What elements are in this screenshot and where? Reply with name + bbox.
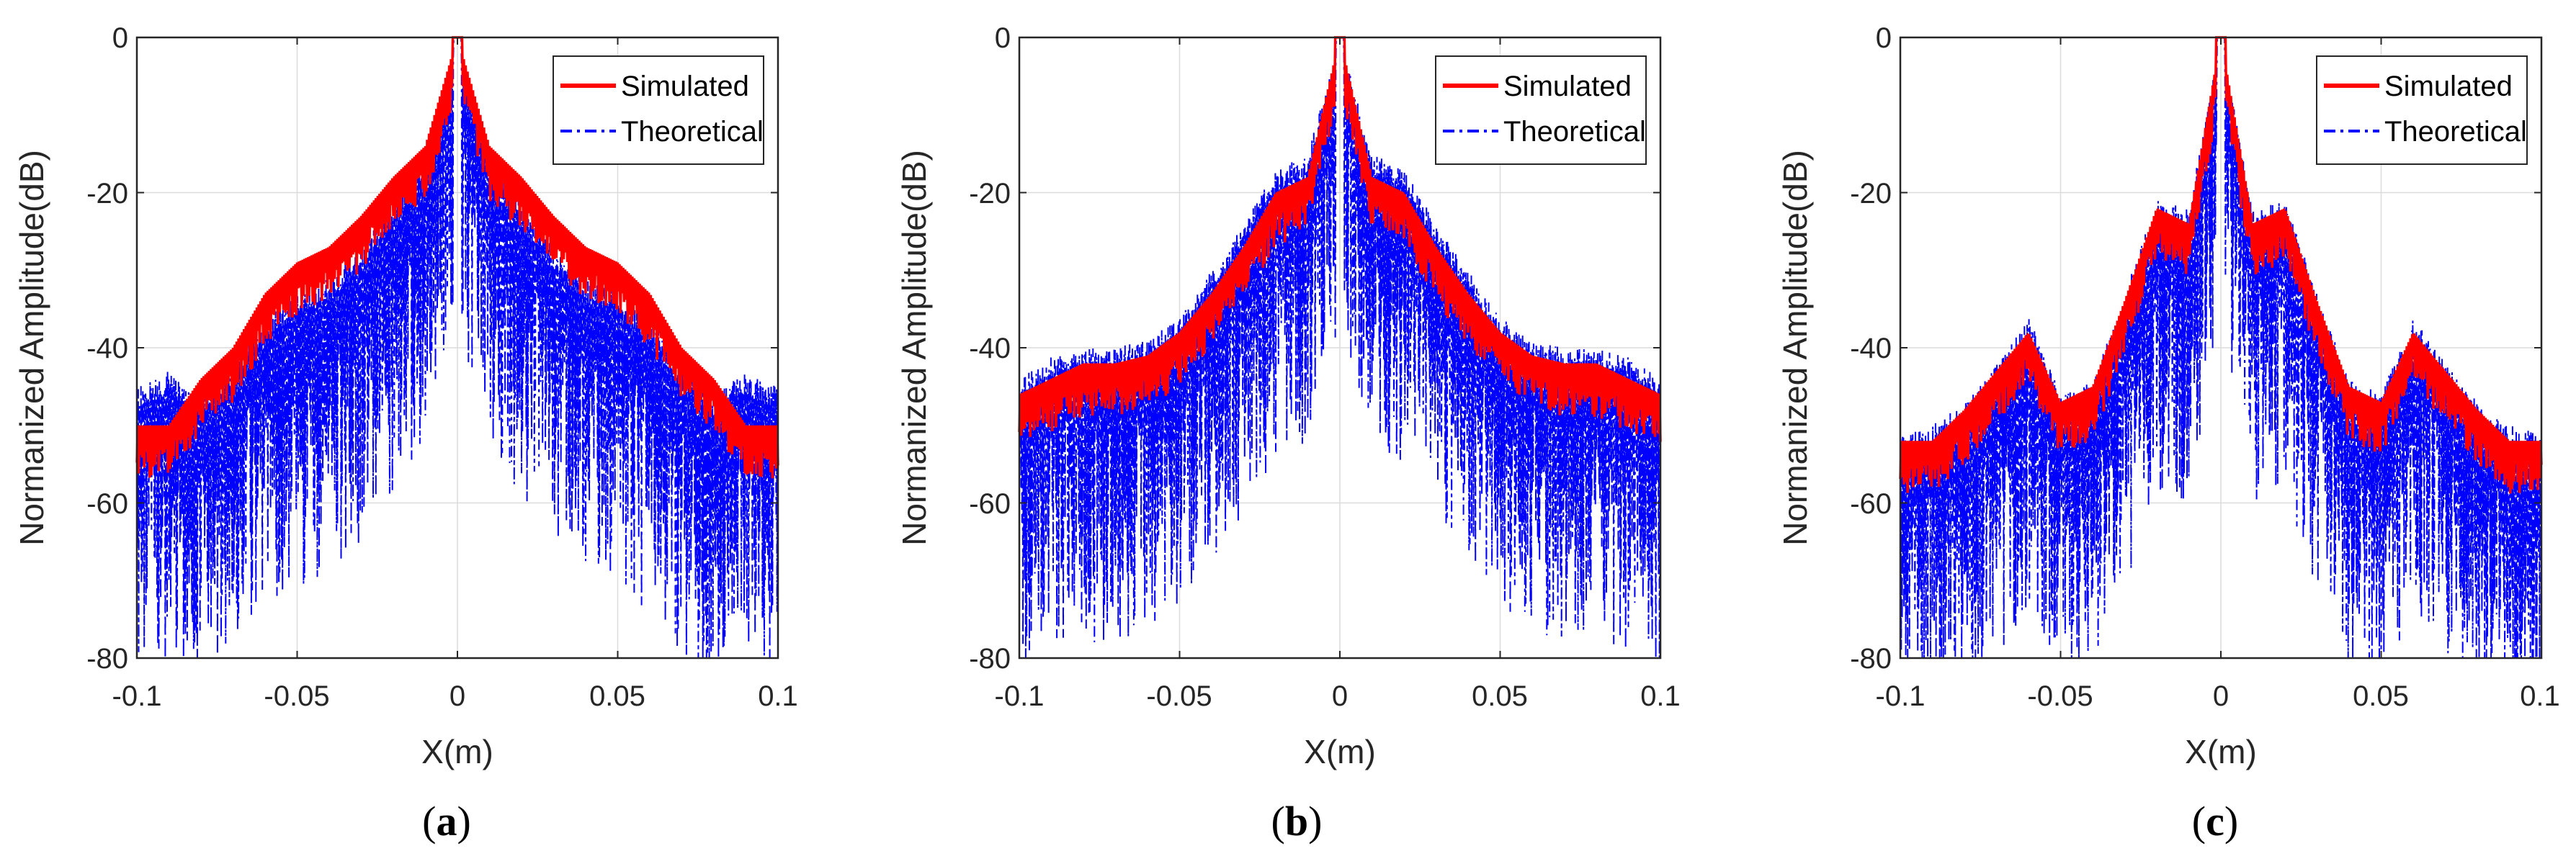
panel-b-xtick-label: 0.1 bbox=[1640, 680, 1681, 712]
panel-a-ytick-label: -60 bbox=[86, 488, 128, 520]
panel-b-caption-close: ) bbox=[1308, 798, 1322, 845]
panel-b-ytick-label: -20 bbox=[969, 178, 1011, 210]
panel-b-caption-letter: b bbox=[1285, 798, 1308, 845]
panel-c-x-axis-label: X(m) bbox=[2185, 733, 2257, 770]
panel-b-caption: (b) bbox=[1271, 798, 1323, 845]
panel-a-xtick-label: 0 bbox=[450, 680, 465, 712]
panel-c-xtick-label: -0.1 bbox=[1876, 680, 1926, 712]
panel-b-xtick-label: -0.1 bbox=[995, 680, 1045, 712]
panel-b-ytick-label: -60 bbox=[969, 488, 1011, 520]
panel-a-ytick-label: -80 bbox=[86, 643, 128, 675]
panel-c-ytick-label: -40 bbox=[1850, 333, 1892, 364]
panel-a-legend-theoretical-label: Theoretical bbox=[621, 116, 764, 148]
panel-c-xtick-label: -0.05 bbox=[2027, 680, 2093, 712]
panel-c-ytick-label: -20 bbox=[1850, 178, 1892, 210]
panel-b-ytick-label: -40 bbox=[969, 333, 1011, 364]
panel-b-legend-simulated-label: Simulated bbox=[1503, 71, 1632, 102]
panel-b-legend-box bbox=[1435, 55, 1647, 165]
panel-a-caption-open: ( bbox=[422, 798, 436, 845]
panel-b-ytick-label: 0 bbox=[995, 22, 1011, 54]
panel-c-caption-letter: c bbox=[2206, 798, 2224, 845]
panel-a-ytick-label: -20 bbox=[86, 178, 128, 210]
panel-c-legend-simulated-label: Simulated bbox=[2384, 71, 2513, 102]
panel-a-x-axis-label: X(m) bbox=[421, 733, 493, 770]
panel-a-ytick-label: 0 bbox=[112, 22, 128, 54]
panel-a-xtick-label: 0.05 bbox=[589, 680, 645, 712]
panel-a-tick-marks bbox=[136, 37, 779, 659]
panel-a-legend-simulated-label: Simulated bbox=[621, 71, 749, 102]
panel-c-legend: Simulated Theoretical bbox=[2316, 55, 2528, 165]
panel-c-legend-theoretical-label: Theoretical bbox=[2384, 116, 2527, 148]
panel-b-xtick-label: 0 bbox=[1332, 680, 1348, 712]
panel-a-caption: (a) bbox=[422, 798, 471, 845]
panel-c-ytick-label: 0 bbox=[1876, 22, 1892, 54]
panel-c-ytick-label: -80 bbox=[1850, 643, 1892, 675]
panel-c-caption-open: ( bbox=[2192, 798, 2206, 845]
panel-b-xtick-label: 0.05 bbox=[1472, 680, 1528, 712]
panel-b-xtick-label: -0.05 bbox=[1146, 680, 1212, 712]
panel-c-xtick-label: 0 bbox=[2213, 680, 2229, 712]
panel-c-y-axis-label: Normanized Amplitude(dB) bbox=[1776, 150, 1814, 546]
panel-c: 0 -20 -40 -60 -80 -0.1 -0.05 0 0.05 0.1 … bbox=[1776, 22, 2560, 845]
panel-a-legend: Simulated Theoretical bbox=[553, 55, 764, 165]
panel-c-caption-close: ) bbox=[2224, 798, 2238, 845]
panel-b-legend-theoretical-label: Theoretical bbox=[1503, 116, 1646, 148]
panel-a-ytick-label: -40 bbox=[86, 333, 128, 364]
panel-a-y-axis-label: Normanized Amplitude(dB) bbox=[13, 150, 50, 546]
panel-c-xtick-label: 0.1 bbox=[2520, 680, 2560, 712]
panel-b: 0 -20 -40 -60 -80 -0.1 -0.05 0 0.05 0.1 … bbox=[895, 22, 1681, 845]
panel-c-caption: (c) bbox=[2192, 798, 2238, 845]
panel-a-xtick-label: 0.1 bbox=[758, 680, 798, 712]
panel-a: 0 -20 -40 -60 -80 -0.1 -0.05 0 0.05 0.1 … bbox=[13, 22, 798, 845]
panel-b-y-axis-label: Normanized Amplitude(dB) bbox=[895, 150, 933, 546]
panel-a-xtick-label: -0.1 bbox=[112, 680, 162, 712]
panel-b-tick-marks bbox=[1019, 37, 1661, 659]
panel-c-legend-box bbox=[2316, 55, 2528, 165]
panel-a-legend-box bbox=[553, 55, 764, 165]
panel-b-caption-open: ( bbox=[1271, 798, 1285, 845]
panel-a-xtick-label: -0.05 bbox=[264, 680, 329, 712]
panel-c-ytick-label: -60 bbox=[1850, 488, 1892, 520]
panel-a-caption-letter: a bbox=[437, 798, 457, 845]
panel-b-legend: Simulated Theoretical bbox=[1435, 55, 1647, 165]
panel-b-x-axis-label: X(m) bbox=[1304, 733, 1376, 770]
panel-b-ytick-label: -80 bbox=[969, 643, 1011, 675]
panel-a-caption-close: ) bbox=[457, 798, 471, 845]
panel-c-xtick-label: 0.05 bbox=[2353, 680, 2409, 712]
panel-c-tick-marks bbox=[1900, 37, 2542, 659]
